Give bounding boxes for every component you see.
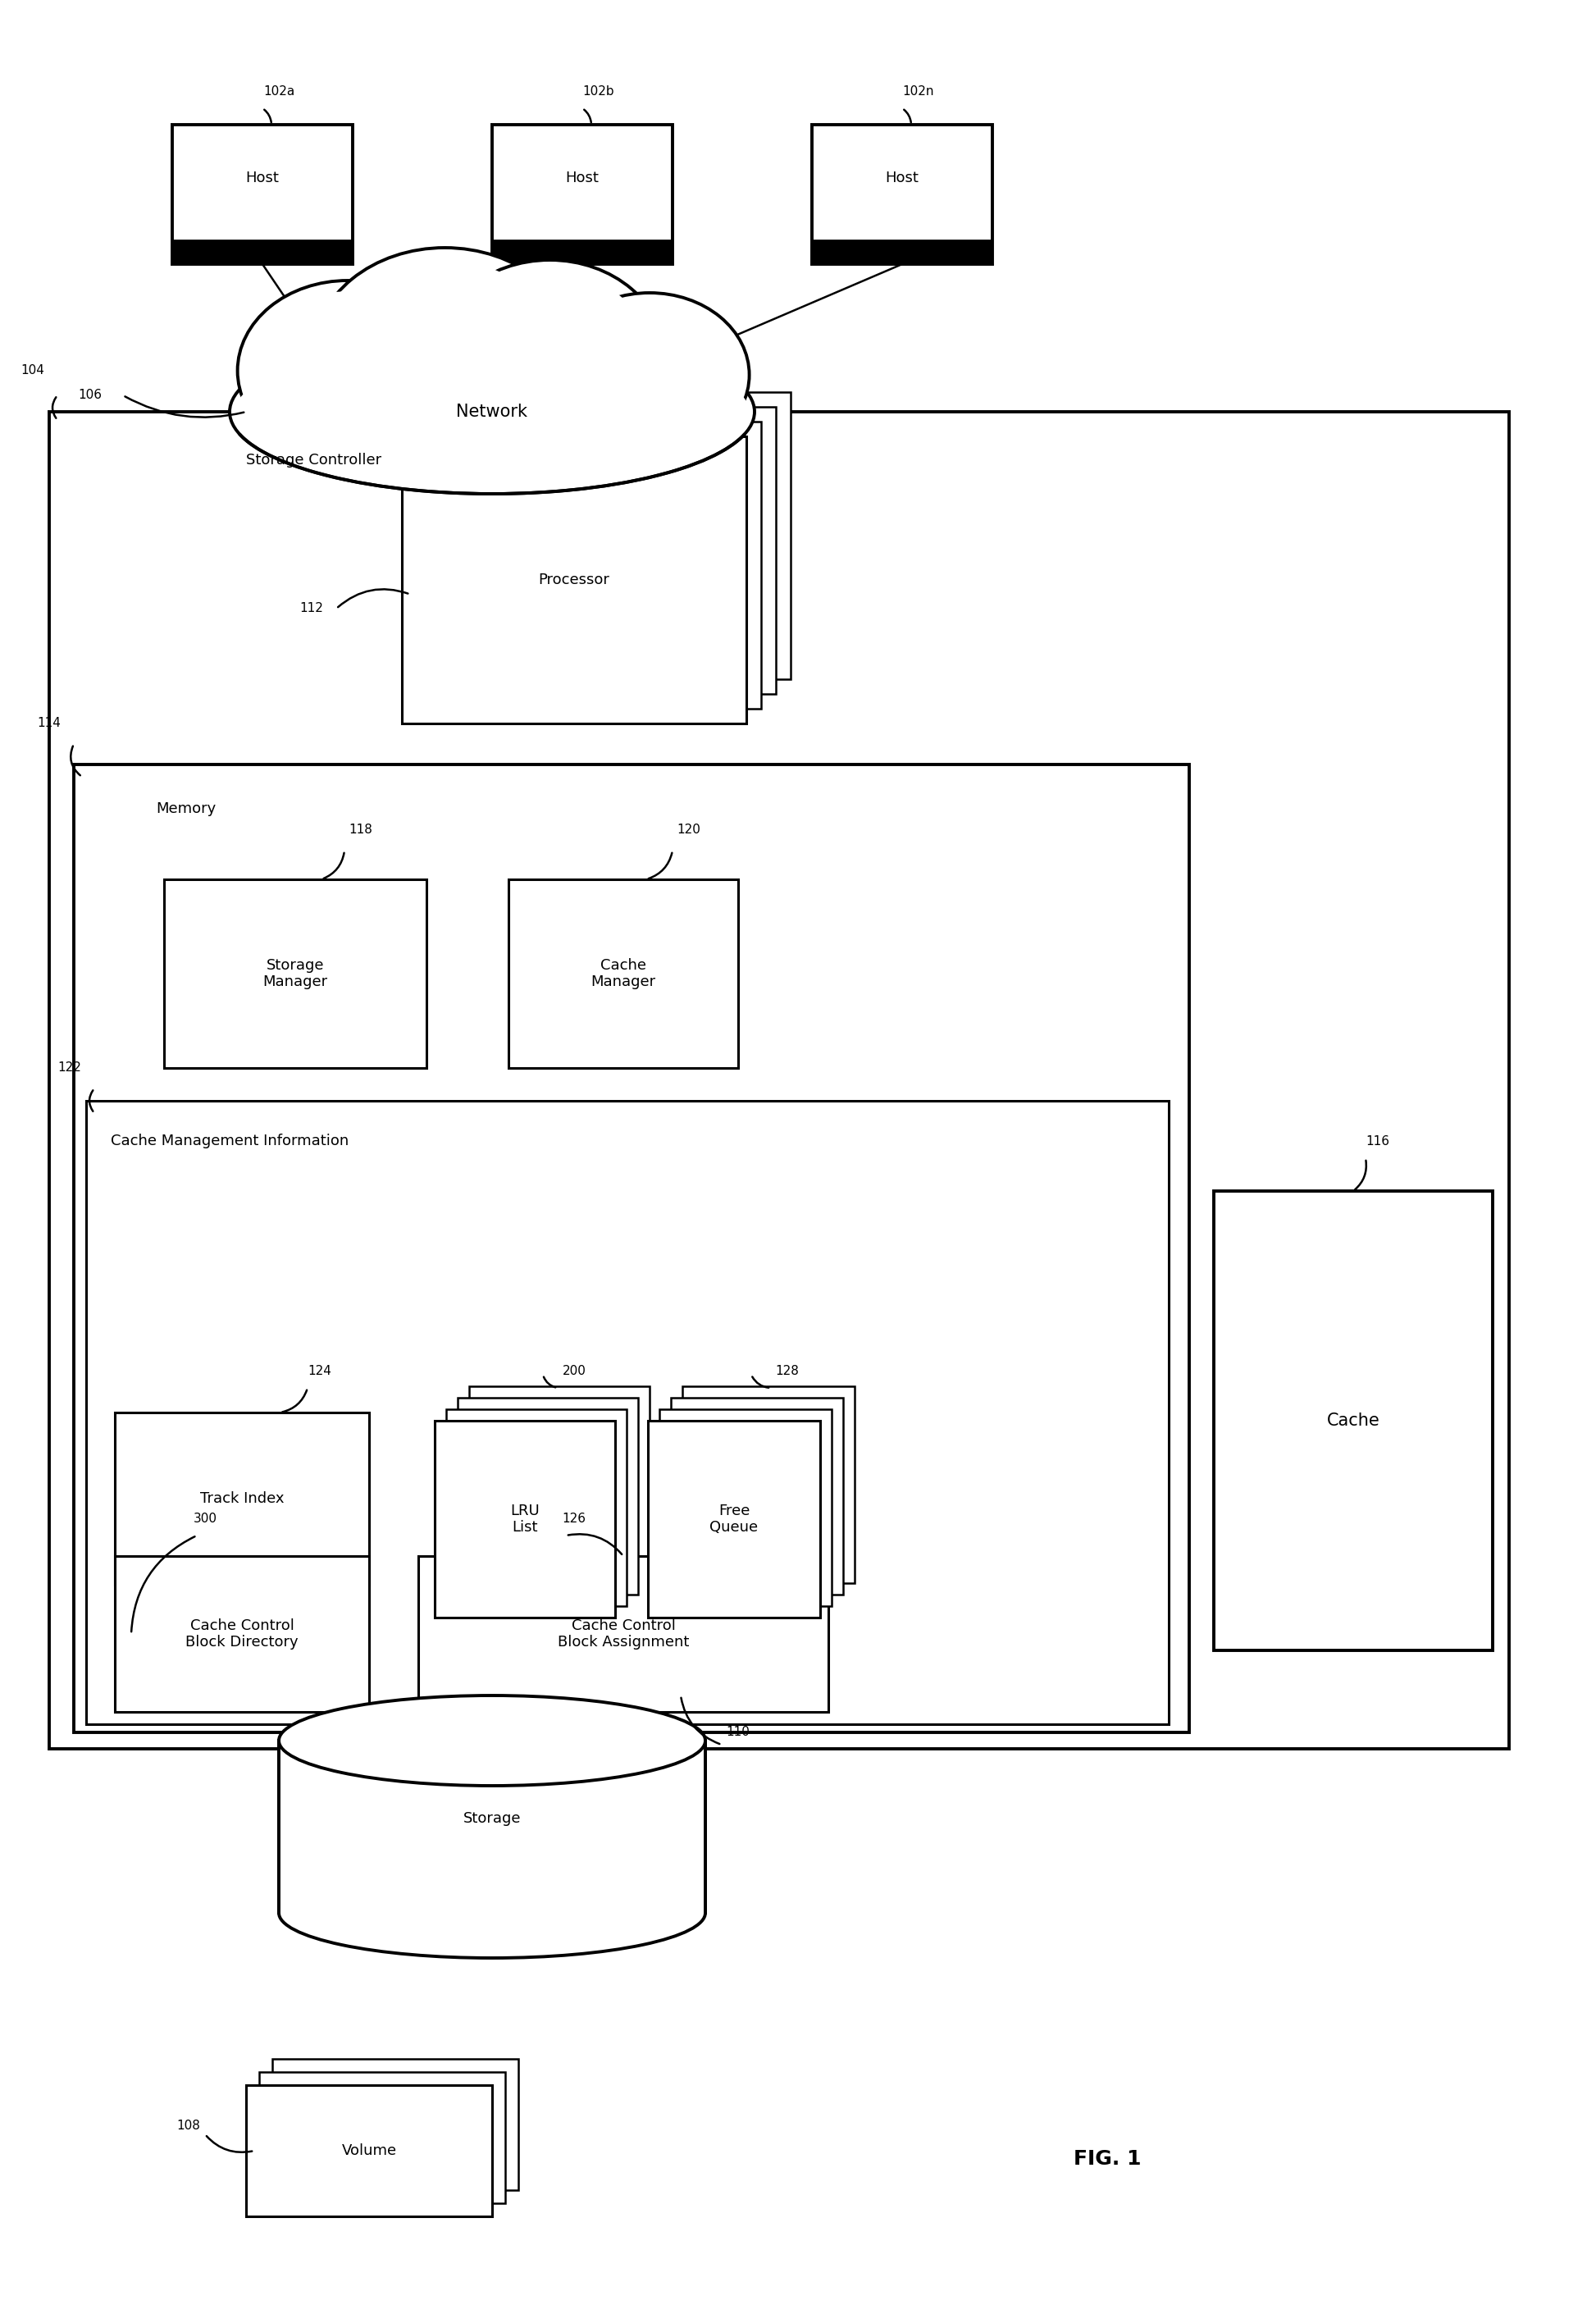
Bar	[447, 393, 790, 678]
Ellipse shape	[562, 302, 737, 446]
Bar	[509, 880, 737, 1069]
Text: 104: 104	[21, 365, 45, 376]
Bar	[659, 1410, 832, 1605]
Ellipse shape	[251, 290, 445, 451]
Text: LRU
List: LRU List	[511, 1503, 539, 1536]
Bar	[402, 437, 747, 722]
Bar	[812, 125, 993, 265]
Text: 102n: 102n	[903, 86, 934, 98]
Ellipse shape	[314, 249, 576, 460]
Text: Free
Queue: Free Queue	[710, 1503, 758, 1536]
Bar	[86, 1101, 1168, 1724]
Text: Host: Host	[565, 170, 598, 186]
Text: Volume: Volume	[342, 2144, 396, 2158]
Bar	[434, 1422, 614, 1617]
Bar	[49, 411, 1510, 1749]
Text: Memory: Memory	[156, 801, 215, 815]
Text: 128: 128	[776, 1366, 800, 1378]
Ellipse shape	[238, 281, 458, 460]
Text: Network: Network	[456, 404, 528, 420]
Bar	[279, 1740, 705, 1912]
Ellipse shape	[235, 341, 749, 481]
Bar	[670, 1398, 843, 1594]
Bar	[259, 2072, 506, 2202]
Text: Track Index: Track Index	[200, 1491, 284, 1505]
Ellipse shape	[279, 1696, 705, 1786]
Ellipse shape	[434, 260, 666, 458]
Bar	[458, 1398, 638, 1594]
Text: Host: Host	[246, 170, 279, 186]
Bar	[492, 125, 672, 265]
Text: 126: 126	[562, 1512, 586, 1526]
Bar	[164, 880, 426, 1069]
Text: Processor: Processor	[538, 571, 610, 588]
Bar	[648, 1422, 820, 1617]
Text: 108: 108	[177, 2121, 201, 2133]
Bar	[1215, 1192, 1492, 1649]
Text: Host: Host	[886, 170, 919, 186]
Text: 200: 200	[562, 1366, 586, 1378]
Text: 102b: 102b	[583, 86, 614, 98]
Text: 120: 120	[677, 825, 701, 836]
Bar	[812, 239, 993, 265]
Text: Cache
Manager: Cache Manager	[591, 957, 656, 990]
Text: 118: 118	[350, 825, 373, 836]
Text: 102a: 102a	[263, 86, 295, 98]
Ellipse shape	[329, 260, 560, 448]
Ellipse shape	[279, 1868, 705, 1958]
Bar	[172, 239, 353, 265]
Bar	[683, 1387, 854, 1582]
Text: 122: 122	[57, 1062, 81, 1073]
Ellipse shape	[230, 330, 755, 495]
Text: Storage
Manager: Storage Manager	[263, 957, 327, 990]
Bar	[273, 2058, 519, 2191]
Bar	[73, 764, 1189, 1733]
Bar	[417, 420, 761, 709]
Text: Storage: Storage	[463, 1810, 520, 1826]
Bar	[246, 2086, 492, 2216]
Text: 110: 110	[726, 1726, 750, 1738]
Text: Cache: Cache	[1326, 1412, 1381, 1429]
Text: Cache Control
Block Directory: Cache Control Block Directory	[185, 1619, 298, 1649]
Text: 112: 112	[300, 602, 324, 616]
Text: 300: 300	[193, 1512, 217, 1526]
Text: Cache Management Information: Cache Management Information	[110, 1134, 350, 1148]
Bar	[172, 125, 353, 265]
Bar	[418, 1556, 828, 1712]
Text: Storage Controller: Storage Controller	[246, 453, 381, 467]
Bar	[431, 407, 776, 695]
Text: 106: 106	[78, 390, 102, 402]
Text: 116: 116	[1366, 1136, 1390, 1148]
Bar	[115, 1412, 369, 1584]
Text: FIG. 1: FIG. 1	[1074, 2149, 1141, 2170]
Text: 114: 114	[37, 718, 61, 729]
Bar	[447, 1410, 627, 1605]
Bar	[492, 239, 672, 265]
Ellipse shape	[551, 293, 749, 458]
Bar	[469, 1387, 650, 1582]
Ellipse shape	[448, 272, 651, 446]
Bar	[115, 1556, 369, 1712]
Text: 124: 124	[308, 1366, 332, 1378]
Text: Cache Control
Block Assignment: Cache Control Block Assignment	[557, 1619, 689, 1649]
